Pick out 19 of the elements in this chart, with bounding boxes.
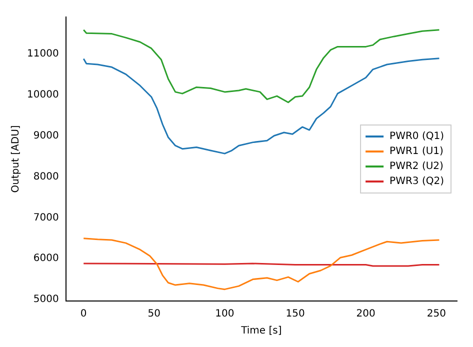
y-axis-title: Output [ADU] (10, 125, 22, 193)
x-tick-label: 200 (356, 308, 376, 320)
y-tick-label: 8000 (33, 171, 59, 182)
y-tick-label: 10000 (27, 89, 59, 100)
x-tick-label: 150 (286, 308, 305, 320)
y-tick-label: 9000 (33, 130, 59, 142)
x-tick-label: 250 (426, 308, 446, 320)
x-axis-title: Time [s] (240, 326, 282, 337)
x-tick-label: 100 (215, 308, 234, 320)
legend-label: PWR0 (Q1) (390, 131, 444, 142)
x-tick-label: 0 (80, 308, 87, 320)
y-tick-label: 7000 (33, 212, 59, 224)
legend-label: PWR1 (U1) (390, 146, 444, 158)
y-tick-label: 11000 (27, 48, 59, 60)
legend-label: PWR3 (Q2) (390, 176, 444, 188)
y-tick-label: 5000 (33, 294, 59, 306)
y-tick-label: 6000 (33, 253, 59, 264)
legend-label: PWR2 (U2) (390, 161, 444, 172)
x-tick-label: 50 (148, 308, 161, 320)
